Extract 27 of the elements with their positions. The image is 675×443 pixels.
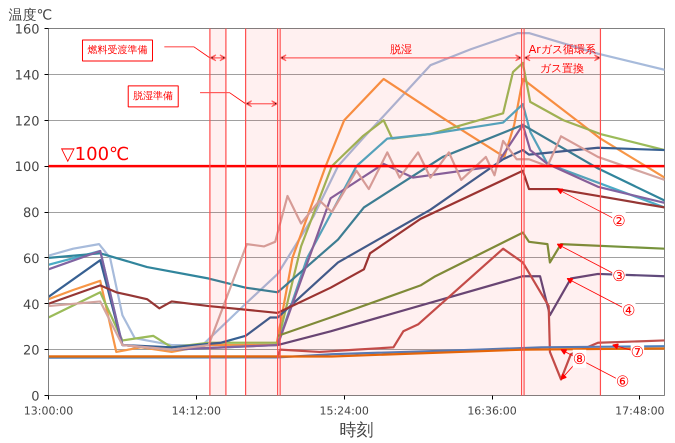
annotation: ② [612, 212, 626, 230]
annotation: ③ [612, 267, 626, 286]
y-tick-label: 80 [22, 206, 40, 221]
annotation: ⑥ [616, 372, 630, 391]
x-tick-label: 17:48:00 [615, 404, 665, 418]
annotation: ⑧ [572, 350, 586, 368]
x-tick-label: 16:36:00 [467, 404, 517, 418]
x-axis-title: 時刻 [340, 420, 374, 440]
y-tick-label: 40 [22, 298, 40, 313]
x-tick-label: 13:00:00 [24, 404, 74, 418]
annotation: ⑦ [630, 342, 644, 361]
y-tick-label: 100 [14, 160, 40, 176]
band-label: 脱湿 [390, 42, 412, 56]
y-tick-label: 120 [14, 114, 40, 130]
y-tick-label: 60 [22, 252, 40, 267]
band-label: 燃料受渡準備 [87, 44, 148, 56]
band-label: 脱湿準備 [133, 90, 174, 102]
x-tick-label: 14:12:00 [172, 404, 222, 418]
y-tick-label: 160 [14, 22, 40, 38]
y-tick-label: 0 [31, 390, 40, 404]
y-tick-label: 20 [22, 344, 40, 359]
annotation: ④ [622, 302, 636, 320]
ref-line-label: ▽100℃ [60, 144, 130, 166]
x-tick-label: 15:24:00 [319, 404, 369, 418]
y-tick-label: 140 [14, 68, 40, 84]
band-label: Arガス循環系ガス置換 [528, 42, 596, 75]
y-axis-title: 温度℃ [8, 8, 52, 24]
